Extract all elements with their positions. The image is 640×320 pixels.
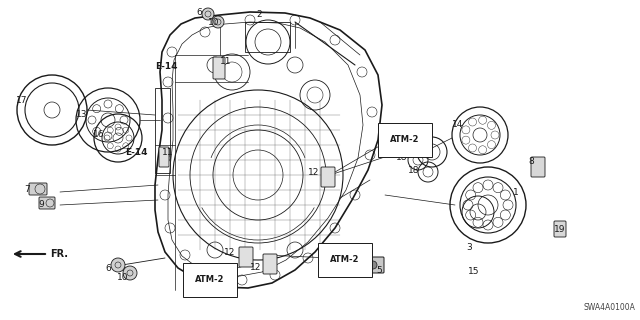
Text: 11: 11	[162, 148, 173, 157]
FancyBboxPatch shape	[321, 167, 335, 187]
Text: 18: 18	[396, 153, 408, 162]
Text: 7: 7	[24, 185, 29, 194]
Text: 12: 12	[308, 168, 319, 177]
Text: E-14: E-14	[155, 62, 177, 71]
Text: 12: 12	[224, 248, 236, 257]
Text: 10: 10	[117, 273, 129, 282]
Text: 17: 17	[16, 96, 28, 105]
Text: ATM-2: ATM-2	[330, 255, 360, 264]
Text: 11: 11	[220, 57, 232, 66]
Circle shape	[123, 266, 137, 280]
FancyBboxPatch shape	[531, 157, 545, 177]
Text: SWA4A0100A: SWA4A0100A	[583, 303, 635, 312]
Text: 12: 12	[250, 263, 261, 272]
FancyBboxPatch shape	[554, 221, 566, 237]
FancyBboxPatch shape	[159, 147, 169, 167]
Text: 13: 13	[76, 110, 88, 119]
Text: E-14: E-14	[125, 148, 147, 157]
Text: 19: 19	[554, 225, 566, 234]
Text: 18: 18	[408, 166, 419, 175]
Circle shape	[202, 8, 214, 20]
Text: 16: 16	[93, 130, 104, 139]
Text: 4: 4	[422, 148, 428, 157]
Text: 2: 2	[256, 10, 262, 19]
Text: 5: 5	[376, 266, 381, 275]
FancyBboxPatch shape	[39, 197, 55, 209]
Text: ATM-2: ATM-2	[195, 275, 225, 284]
Circle shape	[111, 258, 125, 272]
Text: 6: 6	[105, 264, 111, 273]
FancyBboxPatch shape	[239, 247, 253, 267]
Text: 15: 15	[468, 267, 479, 276]
Text: 9: 9	[38, 200, 44, 209]
FancyBboxPatch shape	[29, 183, 47, 195]
FancyBboxPatch shape	[263, 254, 277, 274]
Text: 8: 8	[528, 157, 534, 166]
Text: 1: 1	[513, 188, 519, 197]
FancyBboxPatch shape	[362, 257, 384, 273]
Text: 14: 14	[452, 120, 463, 129]
Circle shape	[212, 16, 224, 28]
Text: 3: 3	[466, 243, 472, 252]
Text: 6: 6	[196, 8, 202, 17]
Text: ATM-2: ATM-2	[390, 135, 419, 144]
Circle shape	[369, 261, 377, 269]
FancyBboxPatch shape	[213, 57, 225, 79]
Text: 10: 10	[208, 18, 220, 27]
Text: FR.: FR.	[50, 249, 68, 259]
